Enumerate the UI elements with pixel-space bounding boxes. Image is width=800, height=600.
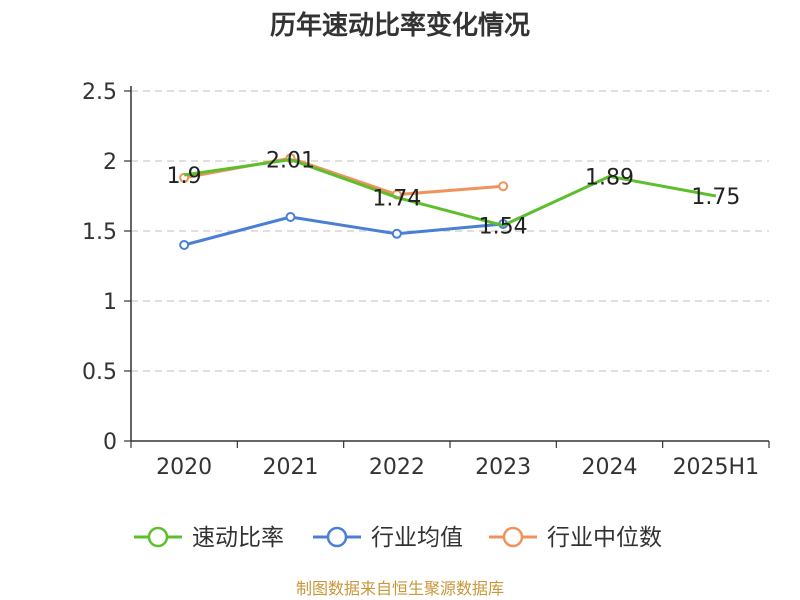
grid (131, 90, 769, 372)
legend-label: 行业均值 (371, 525, 463, 551)
series-group (179, 153, 717, 250)
legend-marker (147, 526, 169, 548)
x-tick-label: 2025H1 (673, 455, 760, 480)
y-tick-label: 2 (103, 150, 117, 175)
series-line-1 (183, 215, 504, 247)
series-point-1 (179, 240, 190, 250)
legend-marker (502, 526, 524, 548)
legend-marker (326, 526, 348, 548)
data-label: 1.74 (372, 186, 421, 211)
x-tick-label: 2021 (263, 455, 319, 480)
data-label: 1.54 (479, 214, 528, 239)
series-point-1 (391, 228, 402, 239)
x-tick-label: 2023 (475, 455, 531, 480)
y-tick-label: 1.5 (82, 220, 117, 245)
legend-label: 行业中位数 (547, 525, 662, 551)
x-tick-label: 2022 (369, 455, 425, 480)
series-point-2 (498, 181, 509, 192)
data-label: 1.9 (167, 164, 202, 189)
y-tick-label: 2.5 (82, 80, 117, 105)
x-tick-label: 2020 (156, 455, 212, 480)
data-label: 1.89 (585, 165, 634, 190)
data-label: 2.01 (266, 149, 315, 174)
y-tick-label: 0.5 (82, 360, 117, 385)
y-tick-label: 0 (103, 430, 117, 455)
series-point-1 (285, 212, 296, 222)
data-labels: 1.9 2.01 1.74 1.54 1.89 1.75 (167, 149, 741, 240)
legend: 速动比率 行业均值 行业中位数 (134, 525, 662, 551)
chart-title: 历年速动比率变化情况 (270, 10, 530, 41)
legend-label: 速动比率 (192, 525, 284, 551)
series-line-2 (183, 156, 504, 197)
series-line-0 (183, 158, 717, 227)
y-tick-label: 1 (103, 290, 117, 315)
source-note: 制图数据来自恒生聚源数据库 (296, 579, 504, 598)
x-tick-label: 2024 (582, 455, 638, 480)
data-label: 1.75 (691, 185, 740, 210)
axes: 0 0.5 1 1.5 2 2.5 2020 2021 2022 2023 2024 2025H1 (82, 80, 770, 480)
